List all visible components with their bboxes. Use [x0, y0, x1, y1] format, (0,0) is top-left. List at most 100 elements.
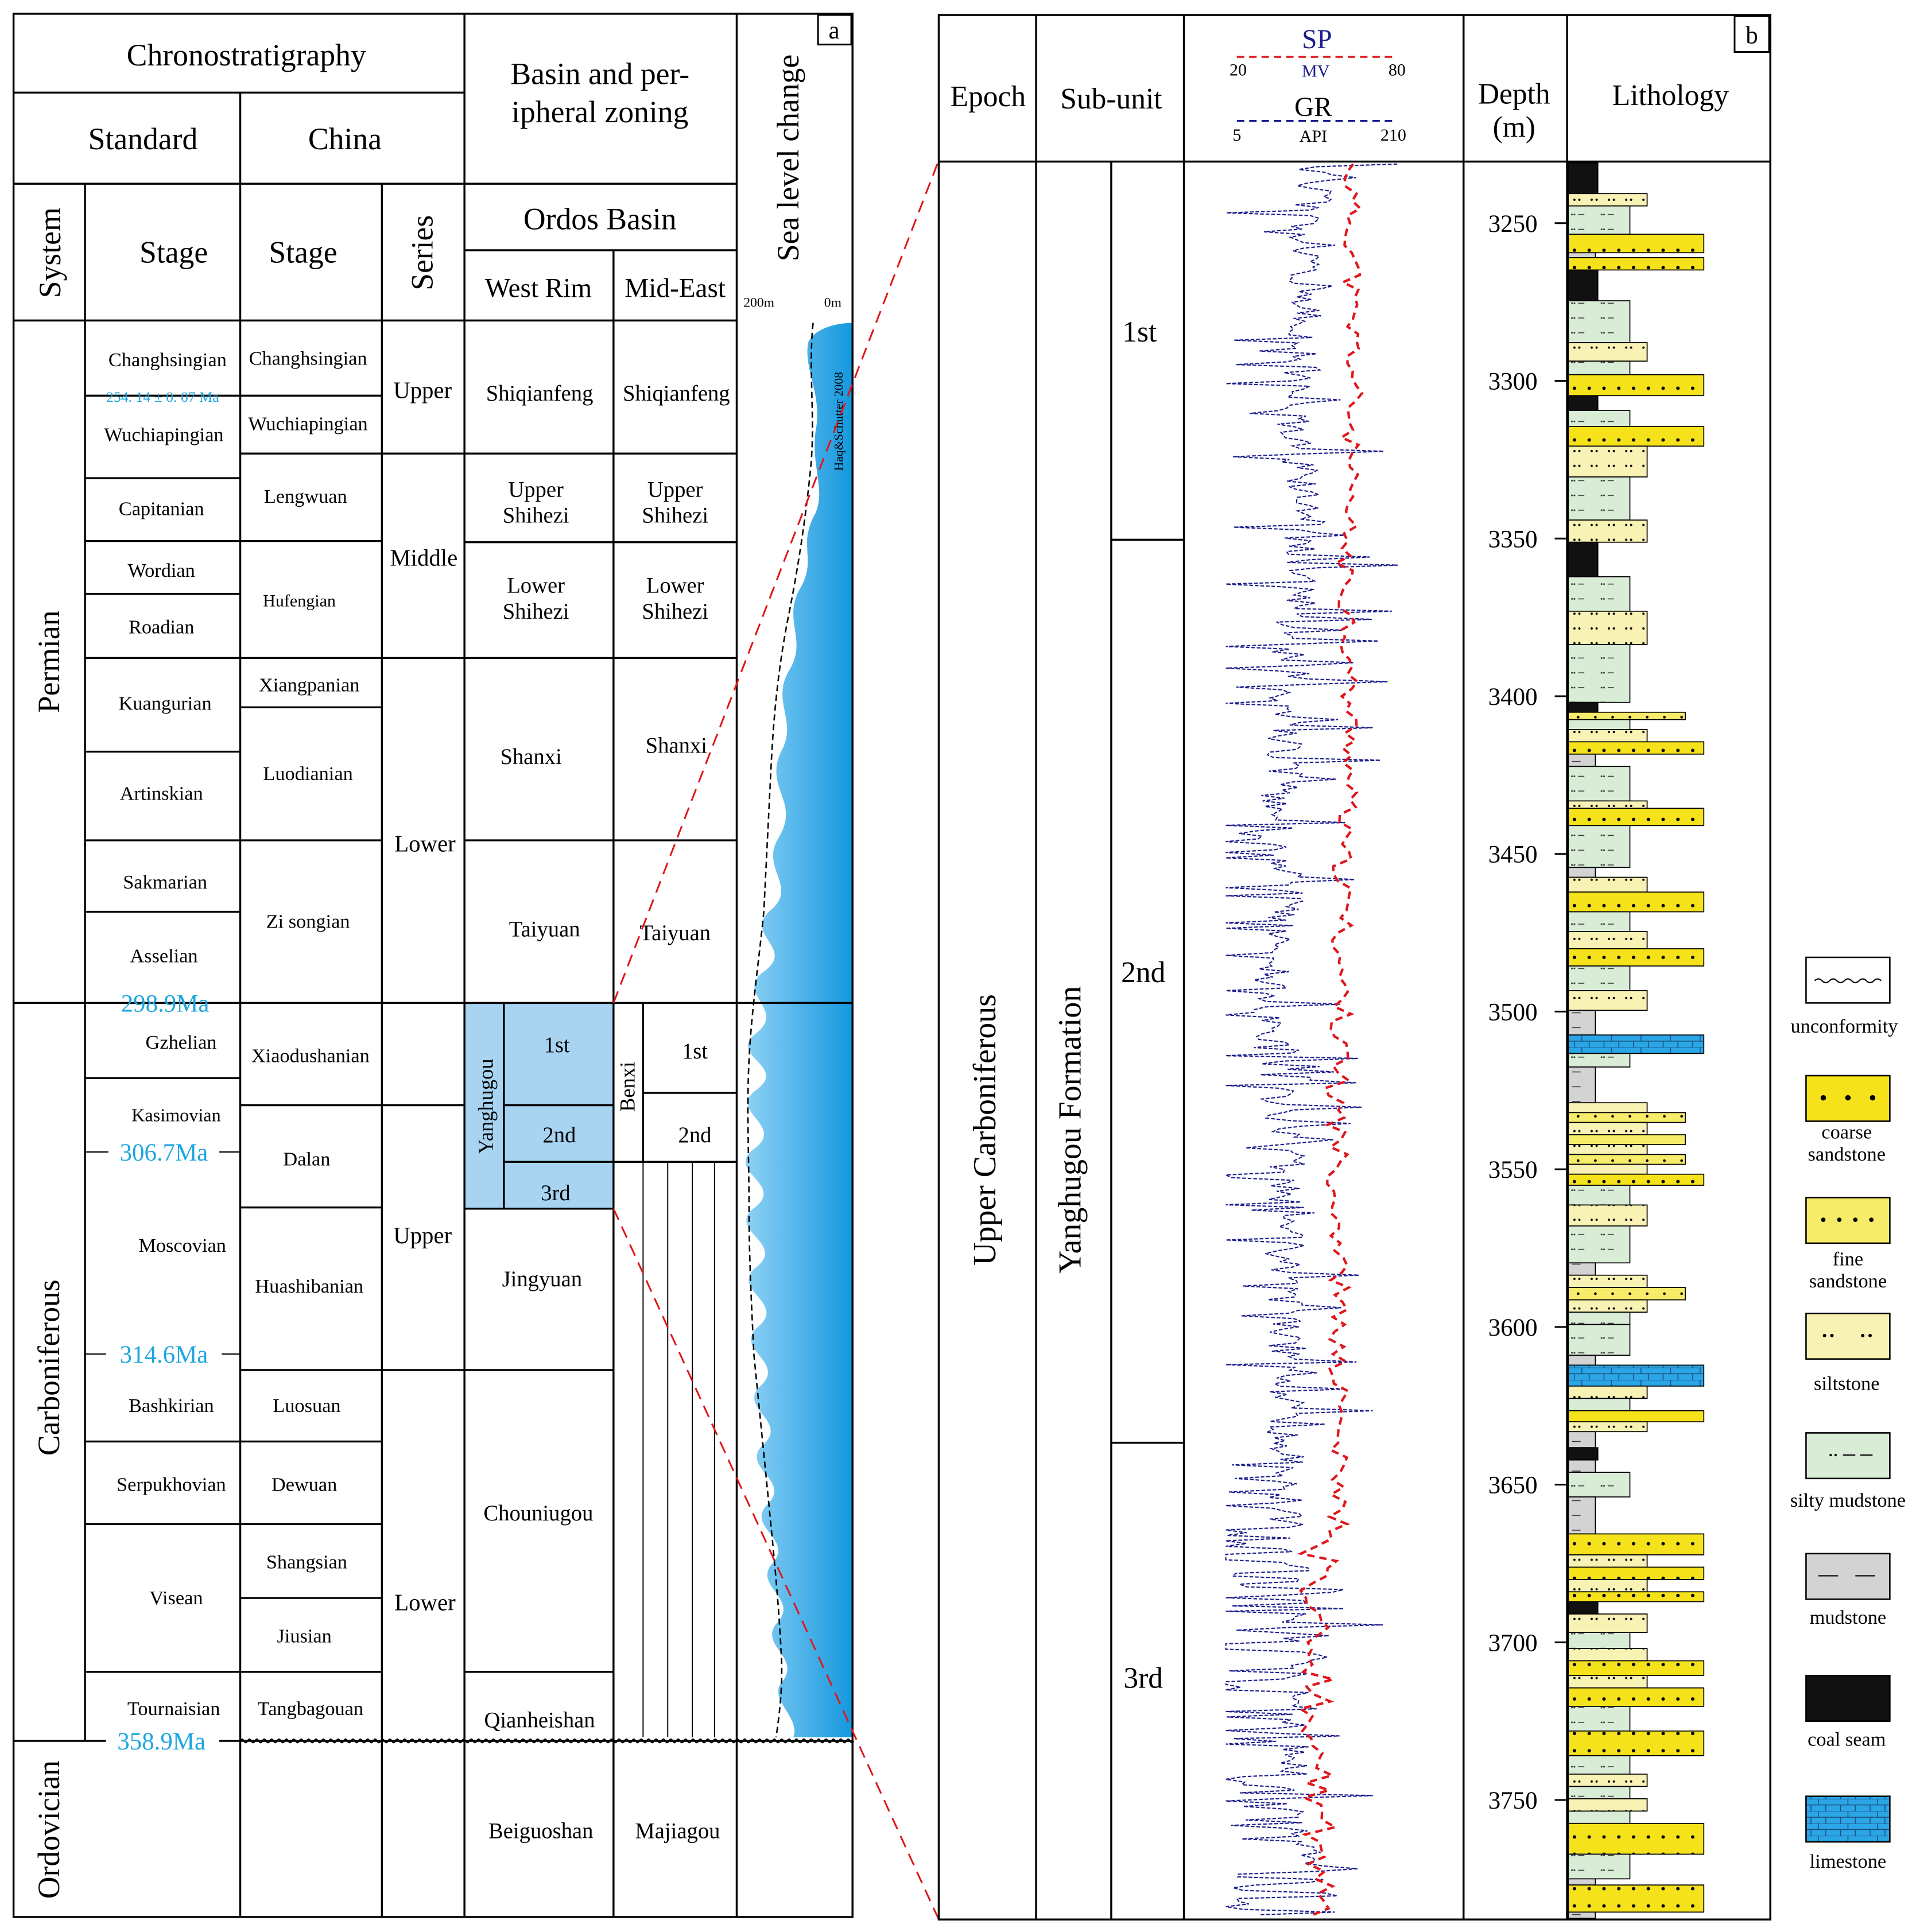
- lithology-bed: [1568, 1154, 1686, 1165]
- lithology-bed: [1568, 867, 1596, 878]
- curve-source-label: Haq&Schutter 2008: [832, 372, 846, 471]
- sub-unit-3rd: 3rd: [1123, 1662, 1163, 1695]
- lithology-bed: [1568, 342, 1648, 362]
- scale-0m: 0m: [824, 296, 841, 311]
- lithology-bed: [1568, 766, 1631, 802]
- yanghugou-label: Yanghugou: [474, 1058, 498, 1154]
- lithology-bed: [1568, 193, 1648, 207]
- mid-east-formation: Taiyuan: [639, 921, 711, 945]
- age-label: 298.9Ma: [121, 990, 210, 1017]
- scale-200m: 200m: [743, 296, 774, 311]
- depth-tick-label: 3500: [1488, 999, 1538, 1026]
- lithology-bed: [1568, 1648, 1648, 1662]
- lithology-bed: [1568, 729, 1648, 743]
- mid-east-formation: Majiagou: [635, 1820, 720, 1844]
- depth-tick-label: 3550: [1488, 1157, 1538, 1184]
- lithology-bed: [1568, 1225, 1631, 1264]
- lithology-bed: [1568, 300, 1631, 343]
- lithology-bed: [1568, 234, 1705, 254]
- lithology-bed: [1568, 395, 1599, 411]
- lithology-bed: [1568, 1632, 1631, 1649]
- header-stage-standard: Stage: [139, 235, 208, 269]
- lithology-bed: [1568, 1810, 1631, 1824]
- lithology-bed: [1568, 1324, 1631, 1356]
- cn-stage: Luosuan: [273, 1395, 340, 1417]
- mid-east-formation: Lower: [646, 574, 704, 598]
- yanghugou-member: 1st: [544, 1033, 570, 1057]
- lithology-bed: [1568, 1355, 1596, 1366]
- std-stage: Kasimovian: [131, 1104, 221, 1125]
- series-label: Upper: [393, 378, 452, 404]
- age-label: 358.9Ma: [117, 1728, 205, 1755]
- header-depth-unit: (m): [1493, 111, 1535, 144]
- lithology-bed: [1568, 252, 1596, 258]
- cn-stage: Huashibanian: [255, 1275, 363, 1297]
- std-stage: Artinskian: [120, 782, 203, 804]
- lithology-bed: [1568, 825, 1631, 868]
- lithology-bed: [1568, 576, 1631, 612]
- mid-east-formation: Shiqianfeng: [623, 382, 730, 406]
- cn-stage: Jiusian: [277, 1625, 331, 1647]
- benxi-member: 1st: [682, 1039, 708, 1064]
- lithology-bed: [1568, 519, 1648, 543]
- lithology-bed: [1568, 257, 1705, 271]
- depth-tick-label: 3250: [1488, 211, 1538, 238]
- west-rim-formation: Shihezi: [503, 503, 569, 527]
- gr-min: 5: [1232, 126, 1241, 145]
- lithology-bed: [1568, 1706, 1631, 1732]
- lithology-bed: [1568, 476, 1631, 521]
- lithology-bed: [1568, 1112, 1686, 1123]
- sub-unit-2nd: 2nd: [1121, 956, 1166, 989]
- sub-unit-1st: 1st: [1122, 316, 1157, 348]
- lithology-bed: [1568, 1447, 1599, 1461]
- panel-a-grid: [12, 13, 854, 1918]
- lithology-bed: [1568, 1053, 1631, 1068]
- lithology-bed: [1568, 1410, 1705, 1422]
- lithology-bed: [1568, 1591, 1705, 1603]
- sp-max: 80: [1389, 60, 1406, 79]
- legend-swatch-unconformity: [1805, 956, 1891, 1004]
- header-basin-zoning-1: Basin and per-: [510, 56, 689, 91]
- sea-level-long-term-dashed: [747, 323, 814, 1737]
- lithology-bed: [1568, 1421, 1648, 1433]
- lithology-bed: [1568, 611, 1648, 645]
- std-stage: Serpukhovian: [117, 1473, 226, 1495]
- std-stage: Tournaisian: [127, 1698, 220, 1720]
- mid-east-formation: Shanxi: [646, 734, 707, 758]
- lithology-bed: [1568, 1163, 1648, 1175]
- lithology-bed: [1568, 1786, 1631, 1799]
- std-stage: Changhsingian: [108, 349, 227, 371]
- system-ordovician: Ordovician: [32, 1760, 66, 1899]
- lithology-bed: [1568, 911, 1631, 932]
- gr-max: 210: [1380, 126, 1406, 145]
- lithology-bed: [1568, 1185, 1631, 1206]
- cn-stage: Xiaodushanian: [251, 1045, 370, 1066]
- lithology-bed: [1568, 1774, 1648, 1787]
- lithology-bed: [1568, 1755, 1631, 1775]
- lithology-bed: [1568, 1554, 1648, 1568]
- legend-label: silty mudstone: [1790, 1489, 1906, 1511]
- lithology-bed: [1568, 990, 1648, 1011]
- cn-stage: Shangsian: [266, 1551, 347, 1573]
- lithology-bed: [1568, 1287, 1686, 1301]
- lithology-bed: [1568, 891, 1705, 913]
- lithology-bed: [1568, 1010, 1596, 1036]
- header-system: System: [33, 207, 67, 298]
- panel-a-chronostratigraphy-chart: Haq&Schutter 2008: [12, 13, 855, 1918]
- lithology-bed: [1568, 1134, 1686, 1146]
- panel-b-grid: [937, 14, 1771, 1921]
- lithology-bed: [1568, 426, 1705, 447]
- std-stage: Moscovian: [138, 1235, 226, 1256]
- header-lithology: Lithology: [1612, 79, 1729, 112]
- lithology-bed: [1568, 1566, 1705, 1580]
- lithology-bed: [1568, 541, 1599, 577]
- cn-stage: Xiangpanian: [259, 674, 359, 696]
- lithology-bed: [1568, 205, 1631, 235]
- depth-tick-label: 3300: [1488, 368, 1538, 395]
- depth-tick-label: 3700: [1488, 1630, 1538, 1656]
- depth-tick-label: 3650: [1488, 1472, 1538, 1499]
- cn-stage: Dewuan: [272, 1473, 337, 1495]
- std-stage: Bashkirian: [129, 1395, 214, 1417]
- legend-swatch-siltstone: [1805, 1312, 1891, 1360]
- lithology-bed: [1568, 1675, 1648, 1689]
